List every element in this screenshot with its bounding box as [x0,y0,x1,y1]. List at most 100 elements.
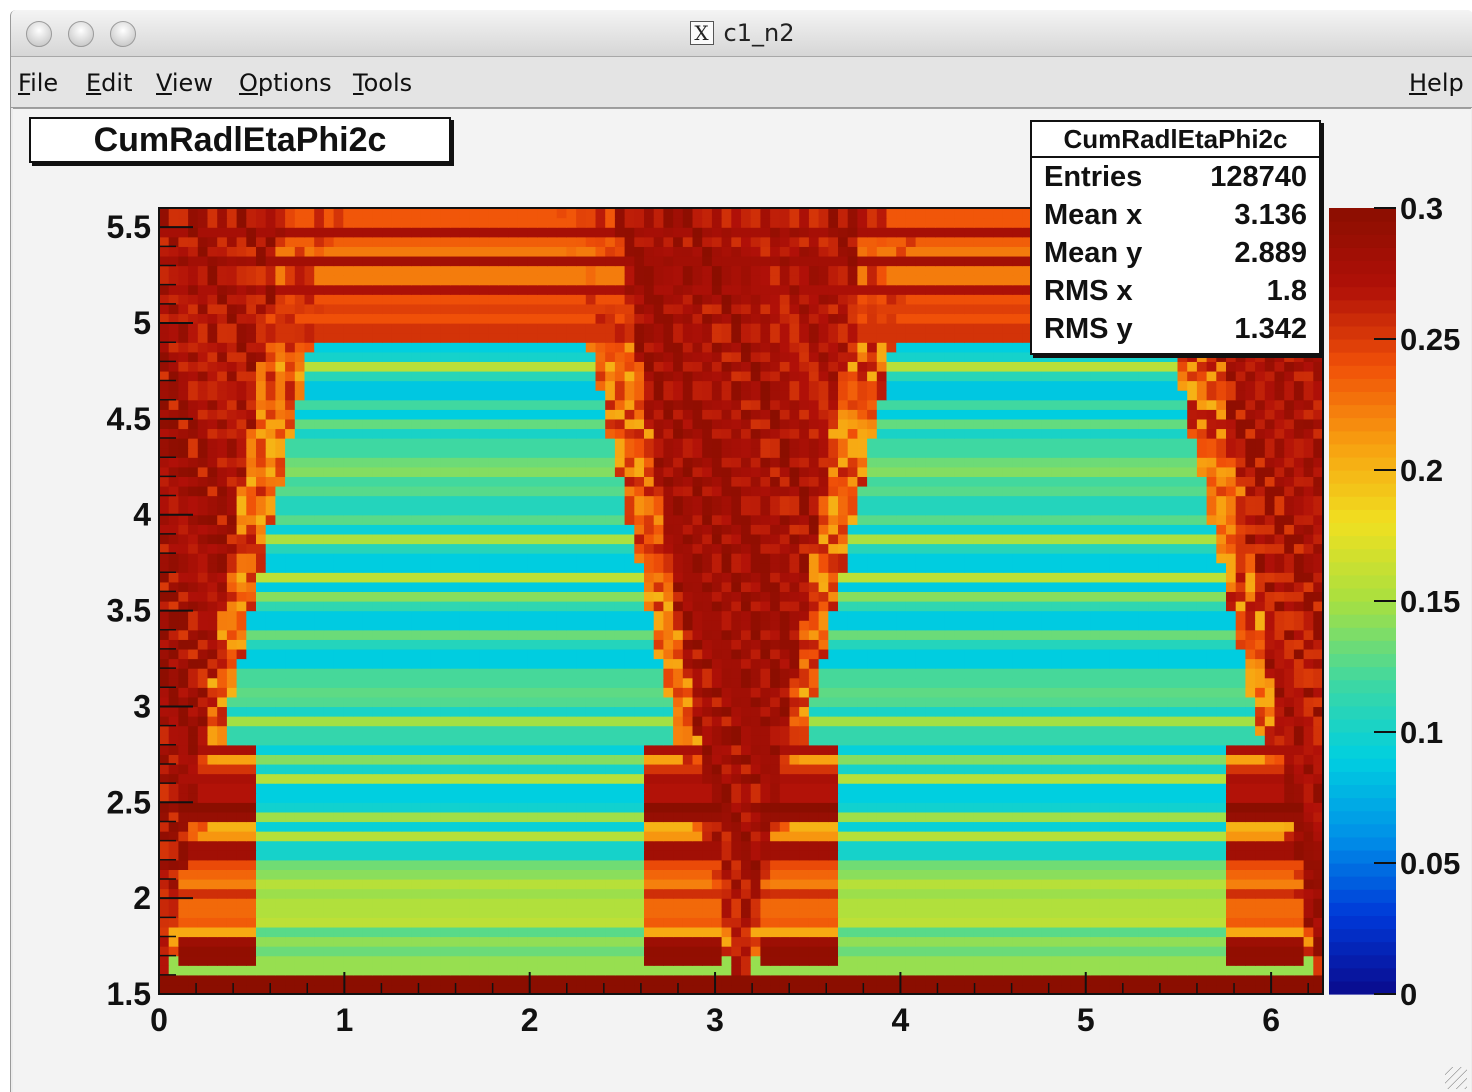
heatmap-cell [557,611,567,621]
heatmap-cell [673,668,683,678]
heatmap-cell [1139,946,1149,956]
heatmap-cell [1071,850,1081,860]
heatmap-cell [411,668,421,678]
heatmap-cell [916,860,926,870]
heatmap-cell [683,706,693,716]
heatmap-cell [1158,687,1168,697]
heatmap-cell [799,697,809,707]
heatmap-cell [916,917,926,927]
heatmap-cell [1032,764,1042,774]
heatmap-cell [770,831,780,841]
heatmap-cell [1207,687,1217,697]
heatmap-cell [722,601,732,611]
heatmap-cell [1168,630,1178,640]
heatmap-cell [363,706,373,716]
heatmap-cell [266,745,276,755]
heatmap-cell [1216,965,1226,975]
heatmap-cell [993,687,1003,697]
heatmap-cell [1255,821,1265,831]
heatmap-cell [654,889,664,899]
heatmap-cell [1265,936,1275,946]
heatmap-cell [275,630,285,640]
heatmap-cell [353,802,363,812]
heatmap-cell [343,745,353,755]
heatmap-cell [663,659,673,669]
heatmap-cell [576,774,586,784]
heatmap-cell [605,668,615,678]
heatmap-cell [1245,687,1255,697]
heatmap-cell [993,745,1003,755]
heatmap-cell [615,754,625,764]
menu-edit[interactable]: Edit [86,69,132,97]
heatmap-cell [237,812,247,822]
heatmap-cell [188,908,198,918]
heatmap-cell [683,860,693,870]
heatmap-cell [392,889,402,899]
heatmap-cell [1158,879,1168,889]
heatmap-cell [1100,812,1110,822]
heatmap-cell [780,764,790,774]
heatmap-cell [693,965,703,975]
heatmap-cell [1158,802,1168,812]
heatmap-cell [343,774,353,784]
heatmap-cell [984,821,994,831]
heatmap-cell [906,649,916,659]
menu-help[interactable]: Help [1409,69,1464,97]
heatmap-cell [353,927,363,937]
heatmap-cell [198,639,208,649]
heatmap-cell [974,793,984,803]
heatmap-cell [1284,649,1294,659]
heatmap-cell [547,687,557,697]
heatmap-cell [993,821,1003,831]
heatmap-cell [790,783,800,793]
root-canvas[interactable]: 0 1 2 3 4 5 6 1.5 2 2.5 3 3.5 4 4.5 5 5.5 0 0.05 0.1 0.15 0.… [13,108,1471,1092]
heatmap-cell [431,726,441,736]
heatmap-cell [702,889,712,899]
menu-file[interactable]: File [18,69,58,97]
heatmap-cell [450,860,460,870]
heatmap-cell [275,965,285,975]
heatmap-cell [305,793,315,803]
heatmap-cell [499,687,509,697]
heatmap-cell [499,639,509,649]
heatmap-cell [343,706,353,716]
heatmap-cell [935,869,945,879]
menu-options[interactable]: Options [239,69,332,97]
heatmap-cell [644,716,654,726]
heatmap-cell [198,821,208,831]
heatmap-cell [198,754,208,764]
heatmap-cell [945,639,955,649]
heatmap-cell [925,659,935,669]
heatmap-cell [741,668,751,678]
heatmap-cell [372,706,382,716]
heatmap-cell [683,965,693,975]
heatmap-cell [246,821,256,831]
heatmap-cell [1216,917,1226,927]
heatmap-cell [208,706,218,716]
heatmap-cell [353,687,363,697]
heatmap-cell [1236,697,1246,707]
heatmap-cell [1003,850,1013,860]
heatmap-cell [634,946,644,956]
heatmap-cell [1255,946,1265,956]
heatmap-cell [305,869,315,879]
heatmap-cell [906,821,916,831]
heatmap-cell [1110,697,1120,707]
heatmap-cell [557,764,567,774]
heatmap-cell [1042,611,1052,621]
heatmap-cell [1032,821,1042,831]
menu-tools[interactable]: Tools [353,69,412,97]
heatmap-cell [537,659,547,669]
heatmap-cell [295,869,305,879]
heatmap-cell [227,783,237,793]
heatmap-cell [314,754,324,764]
menu-view[interactable]: View [156,69,213,97]
heatmap-cell [702,850,712,860]
heatmap-cell [790,879,800,889]
heatmap-cell [557,850,567,860]
heatmap-cell [1275,659,1285,669]
heatmap-cell [547,601,557,611]
heatmap-cell [964,869,974,879]
heatmap-cell [770,841,780,851]
title-bar: X c1_n2 [11,10,1472,57]
